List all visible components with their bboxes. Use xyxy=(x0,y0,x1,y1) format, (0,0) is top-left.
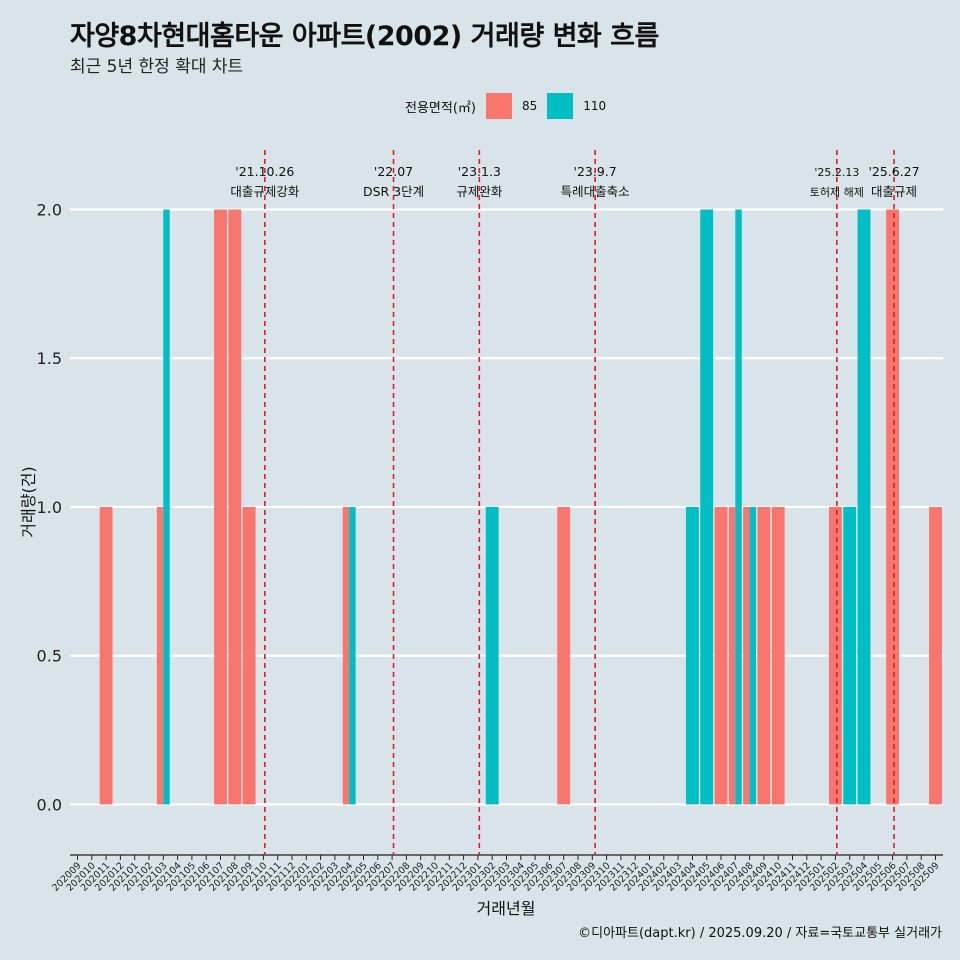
y-tick-label: 1.5 xyxy=(37,349,62,368)
bar-110-202407 xyxy=(735,209,742,805)
bar-85-202107 xyxy=(214,209,227,805)
bar-110-202503 xyxy=(843,506,857,805)
chart-subtitle: 최근 5년 한정 확대 차트 xyxy=(70,57,244,77)
bar-85-202408 xyxy=(743,506,750,805)
event-name-label: DSR 3단계 xyxy=(363,184,424,199)
bar-85-202204 xyxy=(342,506,350,805)
legend-title: 전용면적(㎡) xyxy=(405,100,476,116)
bar-85-202407 xyxy=(728,506,736,805)
bar-85-202109 xyxy=(242,506,256,805)
event-date-label: '23.1.3 xyxy=(458,164,501,179)
y-tick-label: 0.0 xyxy=(37,795,62,814)
bar-85-202108 xyxy=(228,209,242,805)
event-name-label: 규제완화 xyxy=(456,184,503,199)
bar-110-202404 xyxy=(685,506,699,805)
bar-110-202405 xyxy=(700,209,714,805)
event-name-label: 특례대출축소 xyxy=(561,184,630,199)
bar-110-202408 xyxy=(749,506,757,805)
legend-swatch-110 xyxy=(547,93,574,119)
y-tick-label: 2.0 xyxy=(37,200,62,219)
x-axis-title: 거래년월 xyxy=(477,899,536,918)
chart-title: 자양8차현대홈타운 아파트(2002) 거래량 변화 흐름 xyxy=(70,21,659,52)
event-date-label: '23.9.7 xyxy=(574,164,617,179)
event-date-label: '25.6.27 xyxy=(868,164,919,179)
legend-swatch-85 xyxy=(485,93,512,119)
bar-85-202506 xyxy=(886,209,900,805)
bar-110-202103 xyxy=(163,209,170,805)
event-name-label: 토허제 해제 xyxy=(810,185,864,199)
bar-85-202011 xyxy=(99,506,113,805)
event-date-label: '21.10.26 xyxy=(235,164,294,179)
bar-110-202204 xyxy=(349,506,356,805)
bar-85-202409 xyxy=(757,506,771,805)
event-name-label: 대출규제 xyxy=(871,184,917,199)
legend: 전용면적(㎡) 85 110 xyxy=(405,93,616,119)
bar-85-202103 xyxy=(156,506,164,805)
bar-85-202307 xyxy=(557,506,571,805)
y-axis-title: 거래량(건) xyxy=(19,466,38,537)
bar-110-202302 xyxy=(485,506,499,805)
bar-85-202502 xyxy=(828,506,842,805)
source-caption: ©디아파트(dapt.kr) / 2025.09.20 / 자료=국토교통부 실… xyxy=(578,926,942,941)
bar-85-202509 xyxy=(929,506,942,805)
legend-label-85: 85 xyxy=(521,99,538,113)
bar-85-202406 xyxy=(714,506,728,805)
legend-label-110: 110 xyxy=(583,99,607,113)
event-date-label: '22.07 xyxy=(374,164,413,179)
y-tick-label: 0.5 xyxy=(37,647,62,666)
y-tick-label: 1.0 xyxy=(37,498,62,517)
bar-85-202410 xyxy=(771,506,785,805)
event-date-label: '25.2.13 xyxy=(814,166,859,179)
event-name-label: 대출규제강화 xyxy=(230,184,300,199)
bar-110-202504 xyxy=(857,209,871,805)
